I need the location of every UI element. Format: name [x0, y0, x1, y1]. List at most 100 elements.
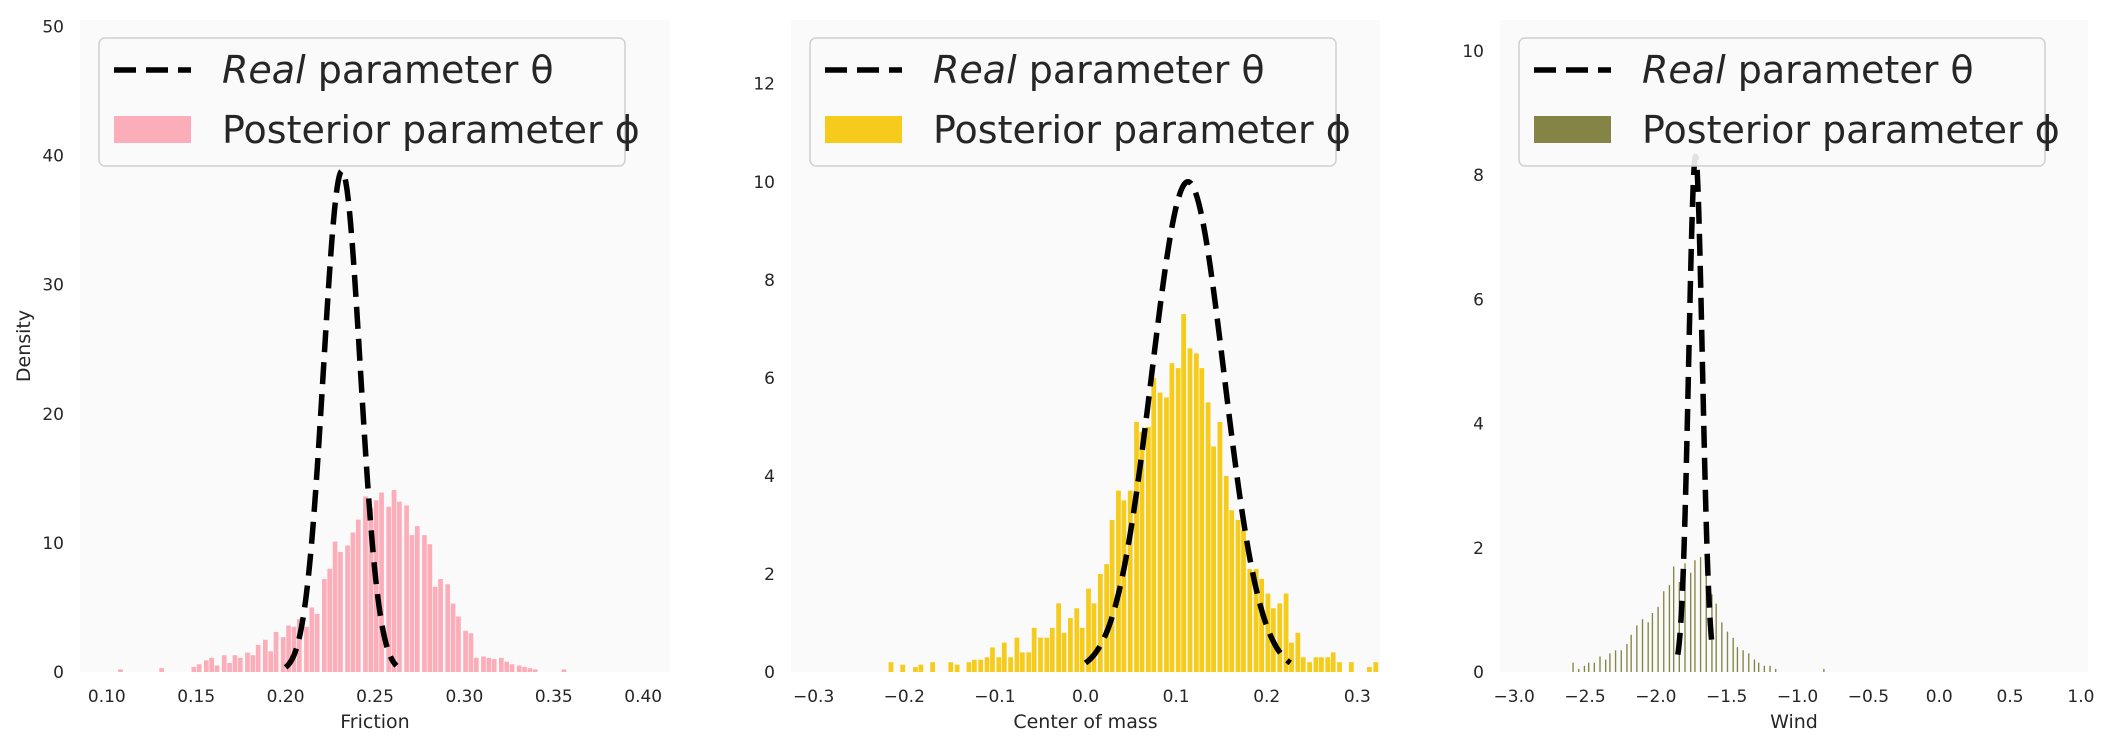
hist-bar [1348, 662, 1354, 672]
hist-bar [948, 662, 954, 672]
y-tick-label: 50 [42, 17, 64, 37]
hist-bar [363, 496, 368, 672]
hist-bar [1593, 662, 1595, 672]
y-tick-label: 10 [42, 534, 64, 554]
hist-bar [1651, 613, 1654, 672]
hist-bar [314, 613, 320, 672]
hist-bar [913, 667, 918, 672]
hist-bar [1763, 665, 1766, 672]
hist-bar [432, 586, 438, 672]
hist-bar [268, 651, 274, 672]
hist-bar [1235, 520, 1241, 672]
y-tick-label: 6 [1473, 290, 1484, 310]
hist-bar [209, 657, 215, 672]
legend-label-real-theta: Real parameter θ [933, 48, 1265, 92]
hist-bar [1295, 632, 1301, 672]
x-axis-label: Wind [1770, 711, 1818, 733]
hist-bar [196, 664, 202, 672]
x-tick-label: 0.2 [1253, 687, 1280, 707]
hist-bar [1769, 665, 1771, 672]
hist-bar [516, 665, 522, 672]
hist-bar [1630, 634, 1632, 672]
hist-bar [414, 526, 420, 672]
hist-bar [404, 505, 409, 672]
x-tick-label: 0.35 [535, 687, 573, 707]
real-theta-curve [283, 168, 399, 670]
y-tick-label: 12 [753, 75, 775, 95]
hist-bar [1241, 529, 1246, 672]
hist-bar [1001, 642, 1007, 672]
hist-bar [1175, 368, 1181, 672]
y-tick-label: 40 [42, 147, 64, 167]
hist-bar [1277, 603, 1283, 672]
hist-bar [1609, 653, 1611, 672]
hist-bar [1736, 647, 1739, 672]
hist-bar [1775, 668, 1777, 672]
hist-bar [309, 607, 315, 672]
hist-bar [321, 579, 327, 672]
hist-bar [1694, 560, 1696, 672]
hist-bar [1253, 569, 1259, 672]
legend: Real parameter θ Posterior parameter ϕ [1518, 37, 2060, 167]
hist-bar [1721, 622, 1723, 672]
y-tick-label: 0 [53, 663, 64, 683]
hist-bar [427, 544, 433, 672]
hist-bar [1019, 652, 1025, 672]
hist-bar [1145, 426, 1151, 672]
hist-bar [1367, 667, 1372, 672]
hist-bar [1049, 627, 1055, 672]
hist-bar [1265, 593, 1271, 672]
hist-bar [221, 655, 227, 672]
hist-bar [118, 669, 123, 672]
hist-bar [1247, 569, 1253, 672]
hist-bar [1086, 588, 1091, 672]
hist-bar [1044, 637, 1050, 672]
hist-bar [355, 519, 361, 672]
hist-bar [1373, 662, 1379, 672]
hist-bar [237, 657, 243, 672]
hist-bar [1116, 490, 1121, 672]
x-tick-label: −1.5 [1706, 687, 1747, 707]
hist-bar [391, 489, 397, 672]
hist-bar [900, 664, 906, 672]
y-tick-label: 10 [753, 173, 775, 193]
hist-bar [262, 639, 268, 672]
hist-bar [232, 655, 238, 672]
hist-bar [255, 644, 261, 672]
legend-patch-marker [114, 116, 191, 143]
hist-bar [1151, 377, 1157, 672]
hist-bar [1187, 348, 1193, 672]
hist-bar [1325, 657, 1331, 672]
hist-bar [1726, 631, 1729, 672]
legend-box [1518, 37, 2046, 167]
hist-bar [1289, 642, 1294, 672]
hist-bar [327, 568, 333, 672]
x-tick-label: −0.5 [1848, 687, 1889, 707]
hist-bar [1307, 662, 1313, 672]
hist-bar [1604, 659, 1607, 672]
y-tick-label: 8 [764, 271, 775, 291]
hist-bar [373, 500, 379, 672]
hist-bar [1026, 652, 1032, 672]
y-tick-label: 2 [764, 565, 775, 585]
hist-bar [504, 661, 510, 672]
hist-bar [332, 541, 338, 672]
hist-bar [1091, 603, 1097, 672]
hist-bar [1068, 618, 1073, 672]
x-tick-label: −2.5 [1564, 687, 1605, 707]
hist-bar [1079, 627, 1085, 672]
hist-bar [286, 625, 291, 672]
hist-bar [1732, 637, 1734, 672]
hist-bar [1038, 637, 1043, 672]
legend-label-posterior-phi: Posterior parameter ϕ [933, 108, 1351, 152]
legend-label-posterior-phi: Posterior parameter ϕ [222, 108, 640, 152]
hist-bar [1715, 603, 1717, 672]
legend-box [98, 37, 626, 167]
x-tick-label: 0.15 [177, 687, 215, 707]
hist-bar [966, 662, 972, 672]
hist-bar [1636, 625, 1638, 672]
hist-bar [561, 669, 567, 672]
hist-bar [450, 603, 456, 672]
x-tick-label: 1.0 [2067, 687, 2094, 707]
